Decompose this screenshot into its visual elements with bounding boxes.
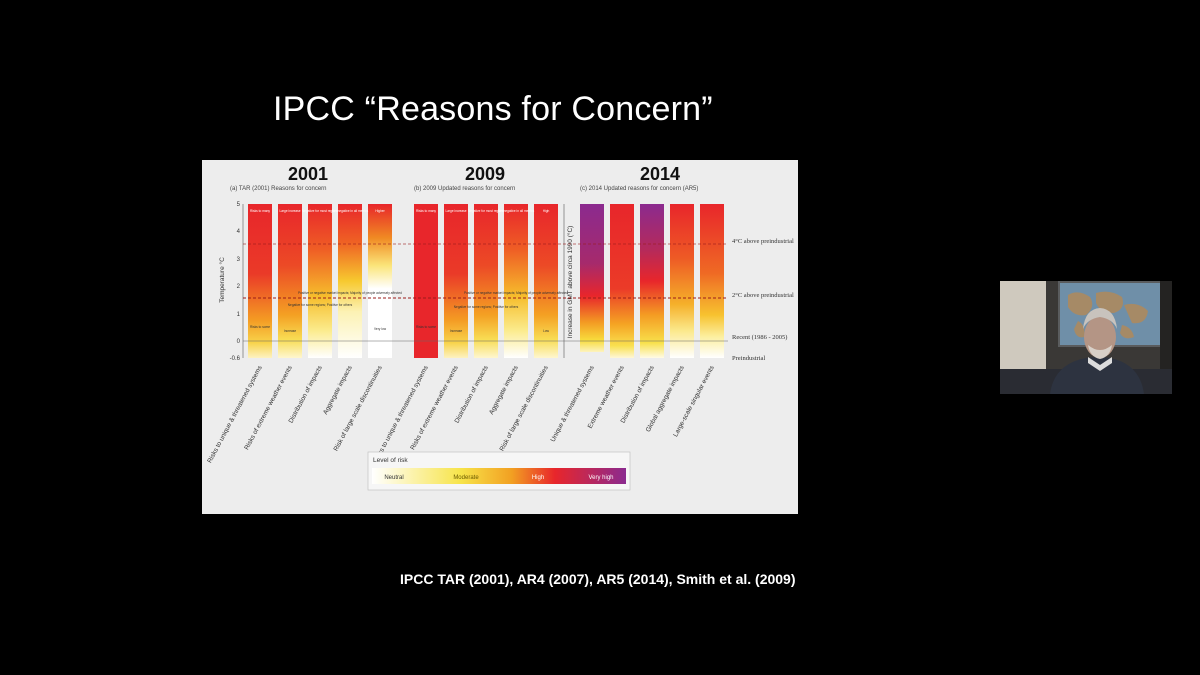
y-tick-0: 0 xyxy=(237,339,241,345)
inbar-top-2009-2: Negative for most regions xyxy=(468,209,505,213)
bars-2001 xyxy=(248,204,392,358)
bars-2009 xyxy=(414,204,558,358)
label-recent: Recent (1986 - 2005) xyxy=(732,334,787,341)
y-axis2-label: Increase in GMT above circa 1990 (°C) xyxy=(566,226,574,339)
bar-2009-distribution xyxy=(474,204,498,358)
bar-2009-extreme-weather xyxy=(444,204,468,358)
bar-2001-aggregate xyxy=(338,204,362,358)
person-head xyxy=(1084,316,1116,358)
bar-2001-extreme-weather xyxy=(278,204,302,358)
bar-2009-large-scale xyxy=(534,204,558,358)
inbar-bottom-2001-1: Increase xyxy=(284,329,296,333)
legend-gradient xyxy=(372,468,626,484)
cat-2014-0: Unique & threatened systems xyxy=(550,364,597,443)
label-preindustrial: Preindustrial xyxy=(732,355,765,362)
bar-2009-unique-systems xyxy=(414,204,438,358)
webcam-video-thumbnail[interactable] xyxy=(1000,281,1172,394)
inbar-top-2001-0: Risks to many xyxy=(250,209,270,213)
panel-subtitle-2014: (c) 2014 Updated reasons for concern (AR… xyxy=(580,186,698,192)
bar-2014-aggregate xyxy=(670,204,694,358)
category-labels: Risks to unique & threatened systems Ris… xyxy=(206,364,716,464)
inbar-top-2009-1: Large increase xyxy=(445,209,466,213)
panel-year-2009: 2009 xyxy=(465,164,505,184)
legend-high: High xyxy=(532,475,544,481)
y-tick-5: 5 xyxy=(237,202,241,208)
cat-2009-0: Risks to unique & threatened systems xyxy=(372,364,430,464)
inbar-top-2001-4: Higher xyxy=(375,209,385,213)
inbar-labels-2009: Risks to many Large increase Negative fo… xyxy=(416,209,568,333)
panel-year-2014: 2014 xyxy=(640,164,680,184)
bar-2009-aggregate xyxy=(504,204,528,358)
bar-2014-distribution xyxy=(640,204,664,358)
y-tick-2: 2 xyxy=(237,284,241,290)
legend-neutral: Neutral xyxy=(384,475,403,481)
inbar-top-2009-4: High xyxy=(543,209,550,213)
inbar-top-2001-1: Large increase xyxy=(279,209,300,213)
cat-2001-3: Aggregate impacts xyxy=(322,364,354,416)
webcam-feed xyxy=(1000,281,1172,394)
inbar-bottom-2009-0: Risks to some xyxy=(416,325,436,329)
bars-2014 xyxy=(580,204,724,358)
reasons-for-concern-figure: 2001 2009 2014 (a) TAR (2001) Reasons fo… xyxy=(202,160,798,514)
inbar-mid-2009-2: Negative for some regions; Positive for … xyxy=(454,305,519,309)
inbar-top-2001-2: Negative for most regions xyxy=(302,209,339,213)
inbar-bottom-2009-1: Increase xyxy=(450,329,462,333)
y-tick-3: 3 xyxy=(237,257,241,263)
slide-title: IPCC “Reasons for Concern” xyxy=(273,90,713,128)
inbar-mid-2001-3: Positive or negative market impacts; Maj… xyxy=(298,291,402,295)
legend-title: Level of risk xyxy=(373,457,408,464)
inbar-top-2009-3: Net negative in all metrics xyxy=(498,209,535,213)
panel-subtitle-2009: (b) 2009 Updated reasons for concern xyxy=(414,186,515,192)
inbar-bottom-2001-0: Risks to some xyxy=(250,325,270,329)
risk-legend: Level of risk Neutral Moderate High Very… xyxy=(367,451,631,491)
legend-very-high: Very high xyxy=(588,475,613,481)
y-axis-label: Temperature °C xyxy=(218,257,226,303)
cat-2001-0: Risks to unique & threatened systems xyxy=(206,364,264,464)
inbar-mid-2009-3: Positive or negative market impacts; Maj… xyxy=(464,291,568,295)
cat-2009-3: Aggregate impacts xyxy=(488,364,520,416)
inbar-bottom-2001-4: Very low xyxy=(374,327,387,331)
label-4c: 4°C above preindustrial xyxy=(732,238,794,245)
bar-2001-distribution xyxy=(308,204,332,358)
panel-subtitle-2001: (a) TAR (2001) Reasons for concern xyxy=(230,186,327,192)
panel-year-2001: 2001 xyxy=(288,164,328,184)
cat-2001-2: Distribution of impacts xyxy=(288,364,325,424)
bar-2001-unique-systems xyxy=(248,204,272,358)
bar-2014-extreme-weather xyxy=(610,204,634,358)
inbar-top-2009-0: Risks to many xyxy=(416,209,436,213)
y-tick-neg: -0.6 xyxy=(230,356,241,362)
y-tick-1: 1 xyxy=(237,312,241,318)
inbar-mid-2001-2: Negative for some regions; Positive for … xyxy=(288,303,353,307)
figure-canvas: 2001 2009 2014 (a) TAR (2001) Reasons fo… xyxy=(206,164,794,491)
person-body xyxy=(1050,357,1144,394)
bar-2014-unique-systems xyxy=(580,204,604,352)
citation: IPCC TAR (2001), AR4 (2007), AR5 (2014),… xyxy=(400,571,796,587)
inbar-bottom-2009-4: Low xyxy=(543,329,550,333)
bar-2001-large-scale xyxy=(368,204,392,358)
cat-2014-2: Distribution of impacts xyxy=(620,364,657,424)
label-2c: 2°C above preindustrial xyxy=(732,292,794,299)
bar-2014-large-scale xyxy=(700,204,724,358)
inbar-labels-2001: Risks to many Large increase Negative fo… xyxy=(250,209,402,333)
y-tick-4: 4 xyxy=(237,229,241,235)
inbar-top-2001-3: Net negative in all metrics xyxy=(332,209,369,213)
cat-2009-2: Distribution of impacts xyxy=(454,364,491,424)
legend-moderate: Moderate xyxy=(453,475,479,481)
